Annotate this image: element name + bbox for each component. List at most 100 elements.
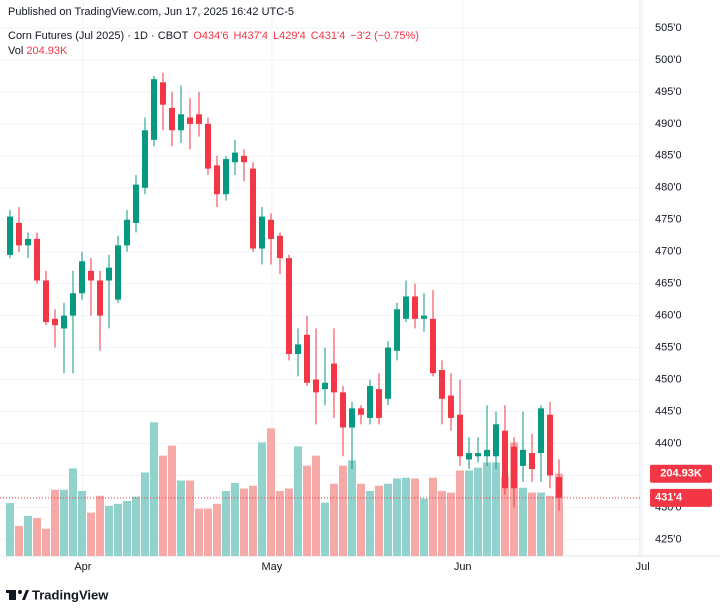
volume-bar: [465, 470, 473, 556]
candle-body: [151, 79, 157, 140]
candle-body: [493, 424, 499, 457]
candle-body: [448, 395, 454, 418]
x-tick-label: Apr: [74, 561, 91, 573]
volume-bar: [447, 492, 455, 556]
volume-bar: [60, 489, 68, 556]
y-tick-label: 425'0: [655, 533, 682, 545]
y-tick-label: 490'0: [655, 118, 682, 130]
candle-body: [538, 408, 544, 454]
volume-bar: [285, 488, 293, 556]
volume-bar: [411, 478, 419, 556]
candle-body: [367, 385, 373, 418]
volume-bar: [546, 495, 554, 556]
candle-body: [322, 382, 328, 390]
y-tick-label: 495'0: [655, 86, 682, 98]
volume-bar: [312, 455, 320, 556]
vol-value: 204.93K: [26, 45, 68, 57]
volume-bar: [330, 483, 338, 556]
candle-body: [277, 235, 283, 259]
candle-body: [268, 219, 274, 239]
volume-bar: [294, 446, 302, 556]
candle-body: [79, 261, 85, 294]
y-tick-label: 465'0: [655, 278, 682, 290]
candle-body: [295, 344, 301, 355]
volume-bar: [87, 512, 95, 556]
volume-bar: [267, 428, 275, 556]
ohlc-value: −3'2 (−0.75%): [350, 30, 419, 42]
y-tick-label: 440'0: [655, 437, 682, 449]
candle-body: [160, 82, 166, 105]
candle-body: [421, 315, 427, 319]
volume-bar: [348, 460, 356, 556]
volume-bar: [276, 490, 284, 556]
grid: [0, 0, 644, 556]
candle-body: [466, 453, 472, 460]
candle-body: [142, 130, 148, 188]
vol-label: Vol: [8, 45, 24, 57]
candle-body: [331, 363, 337, 393]
volume-bar: [303, 465, 311, 556]
volume-bar: [33, 517, 41, 556]
volume-bar: [492, 462, 500, 556]
candle-body: [502, 430, 508, 489]
candle-body: [385, 347, 391, 399]
candle-body: [232, 152, 238, 163]
volume-bar: [474, 467, 482, 556]
price-label: 431'4: [655, 492, 683, 504]
volume-bar: [213, 503, 221, 556]
volume-bar: [420, 498, 428, 556]
candle-body: [34, 238, 40, 281]
volume-bar: [204, 508, 212, 556]
candle-body: [313, 379, 319, 393]
volume-bar: [249, 485, 257, 556]
volume-bar: [357, 483, 365, 556]
candle-body: [556, 477, 562, 498]
candle-body: [304, 334, 310, 383]
volume-bar: [240, 488, 248, 556]
volume-bar: [159, 455, 167, 556]
volume-bar: [114, 503, 122, 556]
legend-row: Corn Futures (Jul 2025) · 1D · CBOT O434'…: [8, 30, 419, 42]
volume-bar: [141, 472, 149, 556]
volume-bar: [501, 476, 509, 556]
candle-body: [187, 117, 193, 124]
y-tick-label: 500'0: [655, 54, 682, 66]
volume-bar: [195, 508, 203, 556]
volume-bar: [177, 480, 185, 556]
volume-label: 204.93K: [660, 468, 702, 480]
candles: [7, 72, 562, 511]
ohlc-value: O434'6: [193, 30, 229, 42]
candle-body: [484, 449, 490, 457]
volume-bar: [393, 478, 401, 556]
candle-body: [52, 318, 58, 326]
volume-bar: [231, 482, 239, 556]
candle-body: [16, 222, 22, 246]
y-tick-label: 460'0: [655, 310, 682, 322]
volume-bar: [258, 442, 266, 556]
candle-body: [520, 449, 526, 466]
candle-body: [439, 369, 445, 399]
candle-body: [394, 309, 400, 351]
published: Published on TradingView.com, Jun 17, 20…: [8, 6, 294, 18]
y-tick-label: 505'0: [655, 22, 682, 34]
candle-body: [196, 114, 202, 124]
y-tick-label: 445'0: [655, 405, 682, 417]
candle-body: [124, 219, 130, 246]
ohlc-value: L429'4: [273, 30, 306, 42]
candle-body: [214, 165, 220, 195]
volume-row: Vol 204.93K: [8, 45, 67, 57]
volume-bar: [150, 422, 158, 556]
x-tick-label: Jun: [454, 561, 472, 573]
candle-body: [340, 392, 346, 428]
candle-body: [133, 184, 139, 223]
volume-bar: [69, 468, 77, 556]
volume-bar: [15, 525, 23, 556]
volume-bar: [132, 496, 140, 556]
symbol: Corn Futures (Jul 2025) · 1D · CBOT: [8, 30, 189, 42]
ohlc-value: C431'4: [310, 30, 346, 42]
volume-bar: [366, 490, 374, 556]
candle-body: [25, 238, 31, 246]
candle-body: [106, 267, 112, 281]
